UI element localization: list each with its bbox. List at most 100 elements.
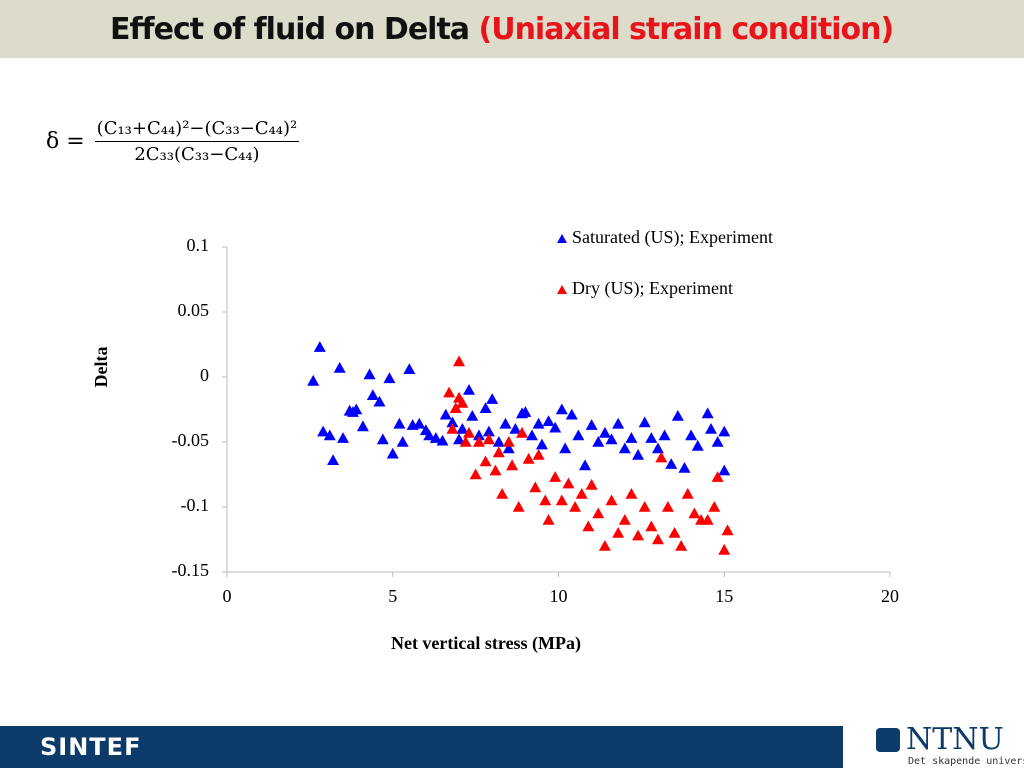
title-highlight: (Uniaxial strain condition)	[478, 12, 895, 47]
data-point	[549, 471, 562, 482]
data-point	[688, 507, 701, 519]
data-point	[539, 494, 552, 506]
data-point	[429, 432, 442, 443]
data-point	[661, 501, 674, 512]
formula: δ = (C₁₃+C₄₄)²−(C₃₃−C₄₄)² 2C₃₃(C₃₃−C₄₄)	[46, 118, 300, 165]
data-point	[486, 393, 499, 404]
data-point	[618, 442, 631, 454]
data-point	[565, 408, 578, 420]
data-point	[350, 403, 363, 415]
data-point	[598, 540, 611, 551]
data-point	[376, 433, 389, 445]
data-point	[562, 477, 575, 489]
data-point	[535, 438, 548, 450]
data-point	[542, 514, 555, 525]
y-tick-label: 0.1	[187, 235, 210, 255]
data-point	[618, 514, 631, 525]
data-point	[718, 425, 731, 437]
data-point	[525, 429, 538, 441]
data-point	[612, 417, 625, 429]
y-tick-label: -0.15	[172, 560, 210, 580]
data-point	[671, 410, 684, 421]
data-point	[502, 436, 515, 447]
data-point	[317, 425, 330, 437]
data-point	[718, 464, 731, 476]
data-point	[711, 471, 724, 482]
data-point	[592, 507, 605, 519]
x-tick-label: 15	[715, 586, 733, 606]
data-point	[605, 433, 618, 445]
data-point	[512, 501, 525, 512]
data-point	[559, 442, 572, 454]
legend-marker	[557, 285, 567, 294]
chart: 0.1 0.05 0 -0.05 -0.1 -0.15 0 5 10 15 20 Net vertic…	[91, 227, 899, 654]
data-point	[333, 361, 346, 373]
data-point	[668, 527, 681, 538]
data-point	[718, 543, 731, 555]
y-tick-label: -0.1	[181, 495, 210, 515]
data-point	[456, 397, 469, 408]
data-point	[509, 423, 522, 434]
footer-bar: SINTEF	[0, 726, 843, 768]
data-point	[625, 488, 638, 499]
data-point	[632, 449, 645, 460]
data-point	[482, 433, 495, 445]
data-point	[462, 384, 475, 395]
data-point	[506, 459, 519, 471]
data-point	[582, 520, 595, 532]
legend-marker	[557, 234, 567, 243]
data-point	[532, 417, 545, 429]
data-point	[625, 432, 638, 443]
data-point	[373, 395, 386, 407]
title-text: Effect of fluid on Delta	[110, 12, 470, 47]
data-point	[453, 355, 466, 367]
data-point	[569, 501, 582, 512]
data-point	[701, 407, 714, 419]
data-point	[665, 458, 678, 469]
data-point	[638, 416, 651, 428]
data-point	[704, 423, 717, 434]
data-point	[675, 540, 688, 551]
denominator: 2C₃₃(C₃₃−C₄₄)	[134, 144, 260, 165]
header: Effect of fluid on Delta (Uniaxial strai…	[0, 0, 1024, 58]
data-point	[439, 408, 452, 420]
data-point	[598, 426, 611, 438]
formula-lhs: δ =	[46, 129, 85, 154]
legend-label: Saturated (US); Experiment	[572, 227, 773, 248]
data-point	[519, 406, 532, 417]
data-point	[678, 462, 691, 473]
data-point	[489, 464, 502, 476]
data-point	[492, 436, 505, 447]
data-point	[323, 429, 336, 441]
data-point	[479, 402, 492, 413]
data-point	[466, 410, 479, 421]
data-point	[632, 529, 645, 541]
data-point	[691, 439, 704, 451]
data-point	[436, 434, 449, 446]
data-point	[393, 417, 406, 429]
data-point	[337, 432, 350, 443]
data-point	[472, 429, 485, 441]
data-point	[386, 447, 399, 459]
data-point	[307, 374, 320, 386]
ntnu-text: NTNU	[906, 722, 1004, 757]
data-point	[721, 524, 734, 536]
y-axis-label: Delta	[91, 347, 111, 388]
data-point	[462, 426, 475, 438]
data-point	[423, 429, 436, 441]
data-point	[529, 481, 542, 493]
data-point	[446, 423, 459, 434]
ntnu-tagline: Det skapende universitet	[908, 756, 1024, 767]
data-point	[701, 514, 714, 525]
data-point	[383, 372, 396, 384]
title: Effect of fluid on Delta (Uniaxial strai…	[110, 12, 895, 47]
data-point	[479, 455, 492, 467]
data-point	[612, 527, 625, 538]
data-point	[585, 478, 598, 490]
data-point	[496, 488, 509, 499]
data-point	[356, 420, 369, 432]
x-tick-label: 5	[388, 586, 397, 606]
data-point	[516, 426, 529, 438]
x-tick-label: 10	[550, 586, 568, 606]
